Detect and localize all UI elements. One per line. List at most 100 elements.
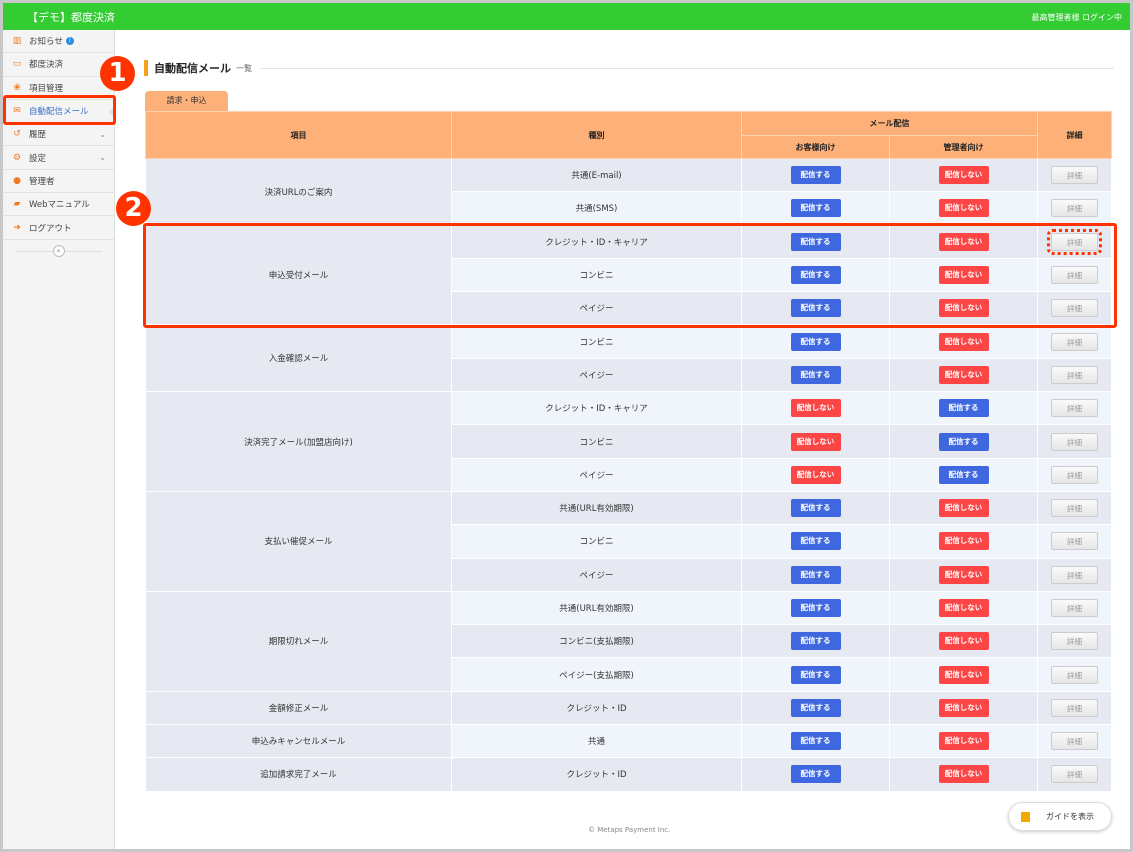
admin-delivery-toggle[interactable]: 配信しない (938, 565, 989, 584)
admin-delivery-toggle[interactable]: 配信する (938, 432, 989, 451)
annotation-box-rows (143, 223, 1117, 328)
detail-button[interactable]: 詳細 (1047, 228, 1102, 255)
detail-button[interactable]: 詳細 (1051, 399, 1098, 418)
detail-button[interactable]: 詳細 (1051, 365, 1098, 384)
sidebar-item-8[interactable]: ➜ ログアウト (3, 216, 114, 240)
customer-cell: 配信する (741, 590, 890, 626)
admin-delivery-toggle[interactable]: 配信しない (938, 266, 989, 285)
admin-delivery-toggle[interactable]: 配信しない (938, 299, 989, 318)
customer-delivery-toggle[interactable]: 配信する (790, 232, 841, 251)
detail-button[interactable]: 詳細 (1051, 565, 1098, 584)
info-icon: i (65, 37, 74, 46)
customer-delivery-toggle[interactable]: 配信する (790, 166, 841, 185)
detail-button[interactable]: 詳細 (1051, 632, 1098, 651)
header-admin: 管理者向け (889, 135, 1038, 159)
detail-button[interactable]: 詳細 (1051, 266, 1098, 285)
customer-delivery-toggle[interactable]: 配信する (790, 632, 841, 651)
sidebar-item-6[interactable]: ● 管理者 (3, 170, 114, 194)
detail-button[interactable]: 詳細 (1051, 432, 1098, 451)
customer-delivery-toggle[interactable]: 配信する (790, 665, 841, 684)
active-indicator (109, 105, 115, 118)
page-subtitle: 一覧 (236, 63, 252, 73)
admin-delivery-toggle[interactable]: 配信しない (938, 499, 989, 518)
admin-delivery-toggle[interactable]: 配信しない (938, 332, 989, 351)
header-customer: お客様向け (741, 135, 890, 159)
admin-delivery-toggle[interactable]: 配信しない (938, 599, 989, 617)
top-bar: 【デモ】都度決済 最高管理者様 ログイン中 (3, 3, 1130, 30)
detail-cell: 詳細 (1037, 157, 1112, 193)
sidebar-item-0[interactable]: ▥ お知らせ i (3, 30, 114, 54)
admin-delivery-toggle[interactable]: 配信しない (938, 199, 989, 218)
detail-button[interactable]: 詳細 (1051, 166, 1098, 185)
customer-delivery-toggle[interactable]: 配信する (790, 266, 841, 285)
customer-delivery-toggle[interactable]: 配信する (790, 698, 841, 717)
admin-cell: 配信しない (889, 557, 1038, 592)
auto-mail-table: 項目 種別 メール配信 詳細 お客様向け 管理者向け 決済URLのご案内 共通(E… (145, 111, 1112, 792)
history-icon: ↺ (13, 129, 21, 140)
tab-billing-application[interactable]: 請求・申込 (145, 91, 228, 111)
admin-delivery-toggle[interactable]: 配信しない (938, 166, 989, 185)
admin-delivery-toggle[interactable]: 配信しない (938, 632, 989, 651)
customer-delivery-toggle[interactable]: 配信する (790, 332, 841, 351)
detail-button[interactable]: 詳細 (1051, 732, 1098, 751)
admin-delivery-toggle[interactable]: 配信する (938, 465, 989, 484)
admin-delivery-toggle[interactable]: 配信しない (938, 665, 989, 684)
detail-button[interactable]: 詳細 (1051, 299, 1098, 318)
sidebar-item-label: 履歴 (29, 130, 47, 141)
customer-delivery-toggle[interactable]: 配信しない (790, 399, 841, 418)
detail-button[interactable]: 詳細 (1051, 332, 1098, 351)
sidebar-item-1[interactable]: ▭ 都度決済 (3, 53, 114, 77)
show-guide-button[interactable]: ガイドを表示 (1008, 802, 1112, 831)
customer-delivery-toggle[interactable]: 配信する (790, 565, 841, 584)
customer-delivery-toggle[interactable]: 配信する (790, 499, 841, 518)
detail-button[interactable]: 詳細 (1051, 465, 1098, 484)
admin-delivery-toggle[interactable]: 配信しない (938, 532, 989, 551)
admin-delivery-toggle[interactable]: 配信しない (938, 232, 989, 251)
detail-button[interactable]: 詳細 (1051, 698, 1098, 717)
sidebar-item-7[interactable]: ▰ Webマニュアル (3, 193, 114, 217)
detail-button[interactable]: 詳細 (1051, 599, 1098, 617)
detail-button[interactable]: 詳細 (1051, 532, 1098, 551)
customer-delivery-toggle[interactable]: 配信しない (790, 465, 841, 484)
mail-type: 共通(E-mail) (451, 157, 742, 193)
admin-delivery-toggle[interactable]: 配信しない (938, 732, 989, 751)
customer-delivery-toggle[interactable]: 配信する (790, 299, 841, 318)
customer-cell: 配信する (741, 257, 890, 293)
app-title[interactable]: 【デモ】都度決済 (27, 11, 115, 24)
detail-button[interactable]: 詳細 (1051, 199, 1098, 218)
customer-delivery-toggle[interactable]: 配信しない (790, 432, 841, 451)
customer-delivery-toggle[interactable]: 配信する (790, 199, 841, 218)
sidebar-item-2[interactable]: ❀ 項目管理 (3, 77, 114, 100)
customer-delivery-toggle[interactable]: 配信する (790, 365, 841, 384)
admin-cell: 配信する (889, 391, 1038, 426)
customer-delivery-toggle[interactable]: 配信する (790, 765, 841, 784)
detail-cell: 詳細 (1037, 757, 1112, 792)
mail-item-name: 申込受付メール (145, 224, 452, 326)
detail-button[interactable]: 詳細 (1051, 665, 1098, 684)
admin-delivery-toggle[interactable]: 配信する (938, 399, 989, 418)
customer-cell: 配信する (741, 657, 890, 692)
customer-cell: 配信する (741, 524, 890, 559)
table-row: 支払い催促メール 共通(URL有効期限) 配信する 配信しない 詳細 (145, 490, 1112, 592)
header-detail: 詳細 (1037, 111, 1112, 159)
sidebar-item-label: ログアウト (29, 223, 72, 234)
detail-button[interactable]: 詳細 (1051, 499, 1098, 518)
customer-cell: 配信する (741, 357, 890, 393)
customer-delivery-toggle[interactable]: 配信する (790, 532, 841, 551)
sidebar-collapse-button[interactable]: « (3, 240, 114, 262)
detail-button[interactable]: 詳細 (1051, 765, 1098, 784)
chevron-down-icon[interactable]: ⌄ (99, 153, 106, 163)
customer-delivery-toggle[interactable]: 配信する (790, 599, 841, 617)
customer-delivery-toggle[interactable]: 配信する (790, 732, 841, 751)
table-row: コンビニ(支払期限) 配信する 配信しない 詳細 (146, 624, 1112, 659)
settings-icon: ⚙ (12, 152, 22, 163)
sidebar-item-4[interactable]: ↺ 履歴 ⌄ (3, 123, 114, 147)
detail-cell: 詳細 (1037, 624, 1112, 659)
chevron-down-icon[interactable]: ⌄ (99, 129, 106, 139)
sidebar-item-5[interactable]: ⚙ 設定 ⌄ (3, 146, 114, 170)
mail-type: 共通(URL有効期限) (451, 490, 742, 526)
admin-delivery-toggle[interactable]: 配信しない (938, 365, 989, 384)
mail-type: コンビニ (451, 324, 742, 359)
admin-delivery-toggle[interactable]: 配信しない (938, 698, 989, 717)
admin-delivery-toggle[interactable]: 配信しない (938, 765, 989, 784)
